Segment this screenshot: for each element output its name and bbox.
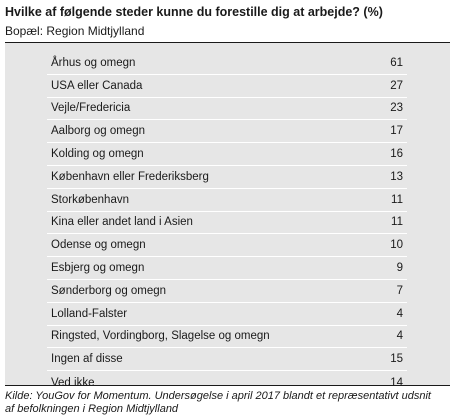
row-value: 7 — [396, 284, 403, 297]
row-value: 11 — [391, 216, 403, 229]
row-value: 9 — [396, 262, 403, 275]
row-label: USA eller Canada — [51, 79, 143, 92]
row-label: Aalborg og omegn — [51, 125, 145, 138]
table-rows: Århus og omegn 61 USA eller Canada 27 Vejle/… — [47, 52, 407, 394]
table-row: Sønderborg og omegn 7 — [47, 280, 407, 303]
row-value: 17 — [390, 125, 403, 138]
source-line-1: Kilde: YouGov for Momentum. Undersøgelse… — [5, 390, 431, 402]
table-row: Ingen af disse 15 — [47, 348, 407, 372]
table-row: Esbjerg og omegn 9 — [47, 257, 407, 280]
row-label: Vejle/Fredericia — [51, 102, 131, 115]
row-value: 14 — [390, 376, 403, 389]
table-row: Storkøbenhavn 11 — [47, 189, 407, 212]
row-label: Sønderborg og omegn — [51, 284, 167, 297]
table-row: København eller Frederiksberg 13 — [47, 166, 407, 189]
row-value: 23 — [390, 102, 403, 115]
table-row: Kolding og omegn 16 — [47, 143, 407, 166]
row-value: 10 — [390, 239, 403, 252]
table-row: USA eller Canada 27 — [47, 75, 407, 98]
row-label: Lolland-Falster — [51, 307, 128, 320]
table-row: Vejle/Fredericia 23 — [47, 98, 407, 121]
row-label: Århus og omegn — [51, 56, 136, 69]
source-note: Kilde: YouGov for Momentum. Undersøgelse… — [5, 390, 450, 416]
row-label: København eller Frederiksberg — [51, 170, 209, 183]
row-label: Odense og omegn — [51, 239, 146, 252]
table-row: Odense og omegn 10 — [47, 234, 407, 258]
row-value: 27 — [390, 79, 403, 92]
table-row: Århus og omegn 61 — [47, 52, 407, 75]
row-value: 4 — [396, 307, 403, 320]
row-label: Ved ikke — [51, 376, 95, 389]
table-row: Aalborg og omegn 17 — [47, 120, 407, 144]
row-label: Ringsted, Vordingborg, Slagelse og omegn — [51, 330, 270, 343]
row-label: Esbjerg og omegn — [51, 262, 145, 275]
row-label: Kolding og omegn — [51, 148, 144, 161]
row-value: 16 — [390, 148, 403, 161]
row-value: 13 — [390, 170, 403, 183]
data-table: Århus og omegn 61 USA eller Canada 27 Vejle/… — [5, 42, 450, 389]
table-row: Lolland-Falster 4 — [47, 303, 407, 326]
row-value: 15 — [390, 353, 403, 366]
row-value: 11 — [391, 193, 403, 206]
row-label: Kina eller andet land i Asien — [51, 216, 193, 229]
table-row: Kina eller andet land i Asien 11 — [47, 212, 407, 235]
source-line-2: af befolkningen i Region Midtjylland — [5, 403, 179, 415]
row-label: Storkøbenhavn — [51, 193, 129, 206]
table-title: Hvilke af følgende steder kunne du fores… — [5, 5, 383, 19]
row-label: Ingen af disse — [51, 353, 123, 366]
row-value: 4 — [396, 330, 403, 343]
table-row: Ved ikke 14 — [47, 371, 407, 394]
table-subtitle: Bopæl: Region Midtjylland — [5, 24, 145, 38]
table-row: Ringsted, Vordingborg, Slagelse og omegn… — [47, 326, 407, 349]
row-value: 61 — [390, 56, 403, 69]
